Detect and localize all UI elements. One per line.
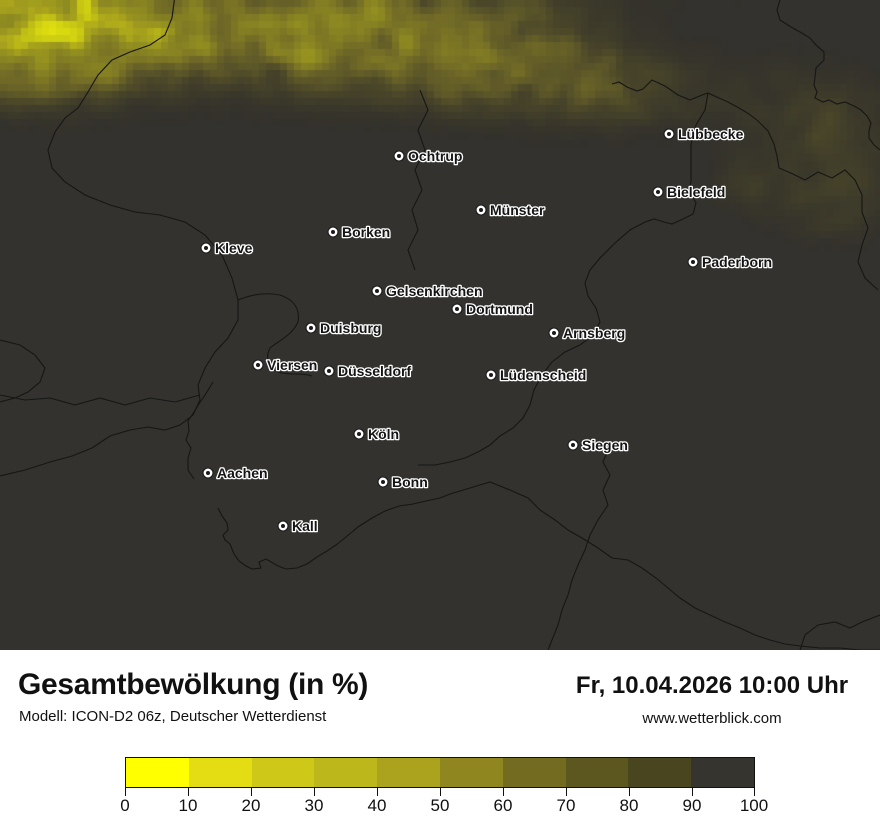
svg-text:Bielefeld: Bielefeld [667, 184, 725, 200]
svg-text:Düsseldorf: Düsseldorf [338, 363, 411, 379]
svg-text:Dortmund: Dortmund [466, 301, 533, 317]
svg-text:Köln: Köln [368, 426, 399, 442]
svg-text:Arnsberg: Arnsberg [563, 325, 625, 341]
svg-text:Siegen: Siegen [582, 437, 628, 453]
svg-text:Kall: Kall [292, 518, 318, 534]
svg-text:Ochtrup: Ochtrup [408, 148, 462, 164]
svg-text:Paderborn: Paderborn [702, 254, 772, 270]
svg-text:Münster: Münster [490, 202, 545, 218]
svg-text:Lübbecke: Lübbecke [678, 126, 744, 142]
svg-text:Aachen: Aachen [217, 465, 268, 481]
svg-text:Duisburg: Duisburg [320, 320, 381, 336]
svg-text:Borken: Borken [342, 224, 390, 240]
svg-text:Lüdenscheid: Lüdenscheid [500, 367, 586, 383]
svg-text:Viersen: Viersen [267, 357, 317, 373]
svg-text:Bonn: Bonn [392, 474, 428, 490]
svg-text:Kleve: Kleve [215, 240, 253, 256]
svg-text:Gelsenkirchen: Gelsenkirchen [386, 283, 483, 299]
